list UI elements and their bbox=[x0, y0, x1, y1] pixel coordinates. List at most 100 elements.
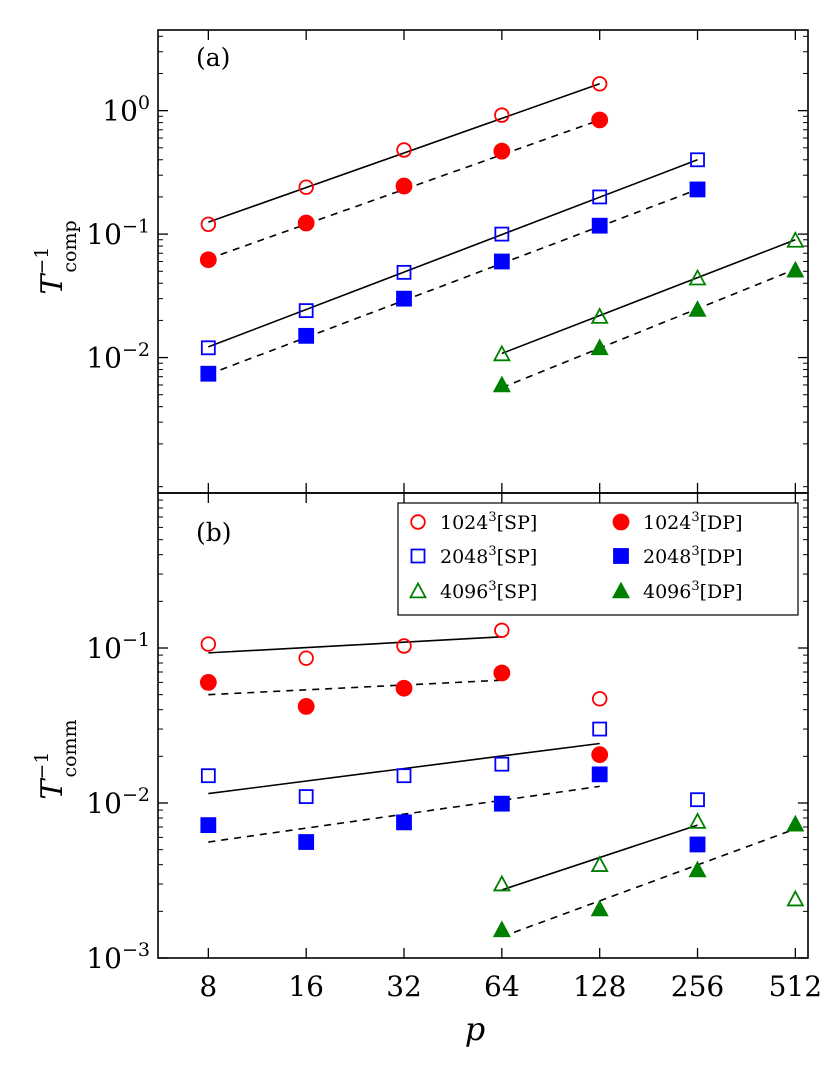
data-point-1024SP bbox=[396, 638, 412, 654]
data-point-2048SP bbox=[298, 789, 314, 804]
tick-mantissa: 10 bbox=[86, 787, 122, 820]
axes-frame bbox=[157, 492, 809, 959]
legend-marker bbox=[612, 513, 630, 531]
data-point-2048DP bbox=[689, 836, 706, 853]
data-point-2048SP bbox=[592, 721, 608, 737]
panel-b: 10−110−210−3(b)T−1 comm bbox=[31, 492, 809, 975]
data-point-4096SP bbox=[492, 874, 511, 892]
legend-tag: [SP] bbox=[497, 546, 538, 568]
data-point-2048DP bbox=[200, 365, 217, 382]
data-point-1024DP bbox=[297, 214, 315, 232]
legend-label: 40963[SP] bbox=[440, 579, 537, 603]
data-point-4096SP bbox=[786, 889, 805, 907]
legend-sup: 3 bbox=[691, 544, 699, 559]
data-point-2048DP bbox=[396, 814, 412, 831]
x-tick-label: 128 bbox=[573, 970, 626, 1003]
x-tick-label: 256 bbox=[671, 970, 724, 1003]
y-label-superscript: −1 bbox=[31, 752, 53, 780]
data-point-2048DP bbox=[200, 817, 217, 834]
axes-frame bbox=[157, 29, 809, 494]
tick-mantissa: 10 bbox=[86, 632, 122, 665]
data-point-2048SP bbox=[396, 264, 412, 280]
legend-marker bbox=[410, 514, 426, 530]
legend-item-1024SP: 10243[SP] bbox=[410, 510, 538, 534]
legend-marker bbox=[410, 548, 426, 564]
tick-exponent: −2 bbox=[122, 339, 150, 361]
legend-tag: [SP] bbox=[497, 512, 538, 534]
y-label-subscript: comm bbox=[59, 719, 81, 777]
data-point-2048DP bbox=[396, 290, 412, 307]
data-point-2048SP bbox=[200, 340, 216, 356]
legend-marker bbox=[611, 581, 631, 599]
legend-base: 4096 bbox=[643, 581, 691, 603]
data-point-1024SP bbox=[298, 179, 314, 195]
legend-sup: 3 bbox=[488, 544, 496, 559]
tick-exponent: −1 bbox=[122, 215, 150, 237]
fit-line-dashed bbox=[208, 119, 600, 260]
fit-line-dashed bbox=[208, 188, 698, 376]
data-point-2048SP bbox=[298, 303, 314, 319]
data-point-4096SP bbox=[492, 344, 511, 362]
legend-tag: [SP] bbox=[497, 581, 538, 603]
data-point-4096SP bbox=[786, 230, 805, 248]
data-point-1024DP bbox=[297, 697, 315, 715]
data-point-2048SP bbox=[494, 226, 510, 242]
data-point-2048SP bbox=[396, 768, 412, 784]
legend-base: 4096 bbox=[440, 581, 488, 603]
data-point-1024SP bbox=[494, 107, 510, 123]
y-tick-label: 10−1 bbox=[86, 215, 150, 251]
fit-line-dashed bbox=[501, 268, 796, 389]
legend-sup: 3 bbox=[691, 510, 699, 525]
x-tick-label: 8 bbox=[199, 970, 217, 1003]
fit-line-dashed bbox=[208, 679, 502, 696]
legend-label: 20483[DP] bbox=[643, 544, 742, 568]
data-point-1024DP bbox=[395, 679, 413, 697]
legend-base: 2048 bbox=[440, 546, 488, 568]
data-point-2048DP bbox=[298, 834, 315, 850]
x-tick-label: 512 bbox=[769, 970, 822, 1003]
y-axis-label: T−1 comp bbox=[31, 220, 81, 294]
data-point-2048DP bbox=[493, 795, 510, 812]
tick-mantissa: 10 bbox=[86, 218, 122, 251]
data-point-4096SP bbox=[688, 812, 707, 829]
data-point-2048SP bbox=[494, 756, 510, 772]
legend-item-4096DP: 40963[DP] bbox=[611, 579, 742, 603]
legend-label: 10243[DP] bbox=[643, 510, 742, 534]
data-point-4096DP bbox=[688, 300, 707, 317]
data-point-2048SP bbox=[690, 792, 705, 808]
data-point-2048DP bbox=[689, 181, 706, 198]
data-point-4096DP bbox=[590, 338, 609, 356]
data-point-4096DP bbox=[786, 814, 805, 832]
legend: 10243[SP] 10243[DP]20483[SP] 20483[DP]4096… bbox=[397, 502, 799, 616]
legend-base: 1024 bbox=[440, 512, 488, 534]
tick-mantissa: 10 bbox=[86, 942, 122, 975]
legend-sup: 3 bbox=[488, 579, 496, 594]
fit-line-solid bbox=[208, 159, 698, 348]
y-axis-label: T−1 comm bbox=[31, 719, 81, 799]
legend-item-4096SP: 40963[SP] bbox=[408, 579, 537, 603]
tick-exponent: −2 bbox=[122, 784, 150, 806]
data-point-1024DP bbox=[199, 673, 217, 691]
tick-exponent: 0 bbox=[138, 92, 150, 114]
x-tick-label: 32 bbox=[386, 970, 422, 1003]
fit-line-solid bbox=[501, 239, 796, 355]
panel-label: (b) bbox=[196, 518, 232, 547]
data-point-1024DP bbox=[591, 746, 609, 764]
fit-line-solid bbox=[208, 636, 502, 654]
legend-sup: 3 bbox=[691, 579, 699, 594]
legend-base: 2048 bbox=[643, 546, 691, 568]
tick-exponent: −1 bbox=[122, 629, 150, 651]
fit-line-solid bbox=[208, 83, 600, 223]
data-point-2048DP bbox=[493, 253, 510, 270]
data-point-1024SP bbox=[396, 142, 412, 158]
legend-label: 40963[DP] bbox=[643, 579, 742, 603]
data-point-4096SP bbox=[590, 307, 609, 324]
data-point-2048SP bbox=[592, 189, 608, 205]
data-point-4096DP bbox=[492, 375, 511, 393]
legend-item-1024DP: 10243[DP] bbox=[612, 510, 742, 534]
data-point-1024SP bbox=[200, 216, 217, 233]
tick-mantissa: 10 bbox=[86, 342, 122, 375]
x-axis: 8 16 32 64 128 256 512 p bbox=[199, 970, 822, 1048]
